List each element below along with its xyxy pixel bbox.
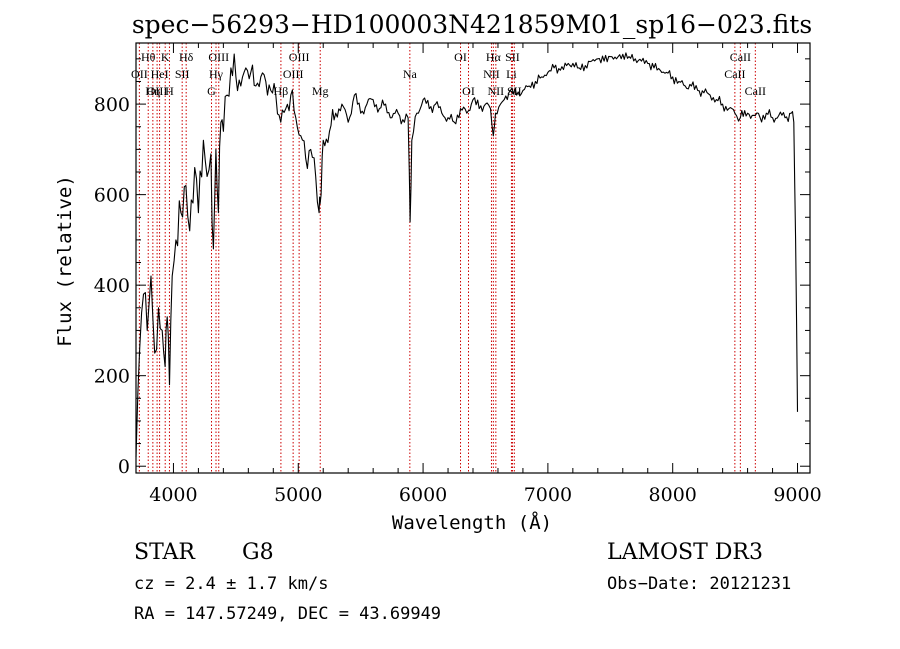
line-marker-label: Mg bbox=[312, 84, 329, 98]
x-tick-label: 9000 bbox=[773, 484, 821, 506]
line-marker-label: OIII bbox=[208, 50, 229, 64]
line-marker-label: OI bbox=[462, 84, 475, 98]
y-tick-label: 400 bbox=[94, 275, 130, 297]
x-tick-label: 7000 bbox=[524, 484, 572, 506]
line-marker-label: Hβ bbox=[274, 84, 289, 98]
x-tick-label: 5000 bbox=[274, 484, 322, 506]
line-marker-label: SII bbox=[175, 67, 190, 81]
line-marker-label: CaII bbox=[724, 67, 745, 81]
line-marker-label: OIII bbox=[147, 84, 168, 98]
x-tick-label: 8000 bbox=[649, 484, 697, 506]
survey-name: LAMOST DR3 bbox=[607, 540, 763, 565]
x-axis-label: Wavelength (Å) bbox=[392, 511, 552, 534]
x-axis-ticks: 4000 5000 6000 7000 8000 9000 bbox=[149, 43, 822, 506]
spectrum-trace bbox=[135, 52, 799, 458]
y-axis-label: Flux (relative) bbox=[54, 175, 76, 347]
observation-date: Obs−Date: 20121231 bbox=[607, 574, 791, 594]
line-marker-label: OI bbox=[454, 50, 467, 64]
line-marker-label: Hη bbox=[145, 84, 160, 98]
line-marker-label: OIII bbox=[283, 67, 304, 81]
line-marker-label: CaII bbox=[745, 84, 766, 98]
line-markers bbox=[138, 43, 756, 473]
line-marker-label: CaII bbox=[730, 50, 751, 64]
line-marker-label: Hδ bbox=[179, 50, 194, 64]
x-tick-label: 4000 bbox=[149, 484, 197, 506]
plot-frame bbox=[135, 42, 811, 474]
line-marker-label: SII bbox=[505, 50, 520, 64]
line-marker-label: Li bbox=[506, 67, 517, 81]
x-tick-label: 6000 bbox=[399, 484, 447, 506]
redshift-readout: cz = 2.4 ± 1.7 km/s bbox=[134, 574, 328, 594]
line-marker-label: OIII bbox=[289, 50, 310, 64]
y-tick-label: 800 bbox=[94, 94, 130, 116]
line-marker-label: HeI bbox=[151, 67, 169, 81]
y-tick-label: 600 bbox=[94, 185, 130, 207]
line-marker-label: NII bbox=[483, 67, 500, 81]
y-tick-label: 200 bbox=[94, 366, 130, 388]
line-marker-label: G bbox=[207, 84, 216, 98]
line-marker-label: Hγ bbox=[209, 67, 224, 81]
chart-title: spec−56293−HD100003N421859M01_sp16−023.f… bbox=[132, 10, 812, 39]
line-marker-label: K bbox=[161, 50, 170, 64]
line-marker-label: Hθ bbox=[141, 50, 156, 64]
line-marker-label: NII bbox=[488, 84, 505, 98]
line-marker-label: Na bbox=[403, 67, 418, 81]
y-tick-label: 0 bbox=[118, 456, 130, 478]
line-marker-label: Hα bbox=[486, 50, 502, 64]
coordinates-readout: RA = 147.57249, DEC = 43.69949 bbox=[134, 604, 441, 624]
line-marker-label: OII bbox=[131, 67, 148, 81]
line-marker-label: H bbox=[165, 84, 174, 98]
y-axis-ticks: 0 200 400 600 800 bbox=[94, 58, 810, 478]
object-class: STAR bbox=[134, 540, 196, 565]
object-subclass: G8 bbox=[242, 540, 274, 565]
